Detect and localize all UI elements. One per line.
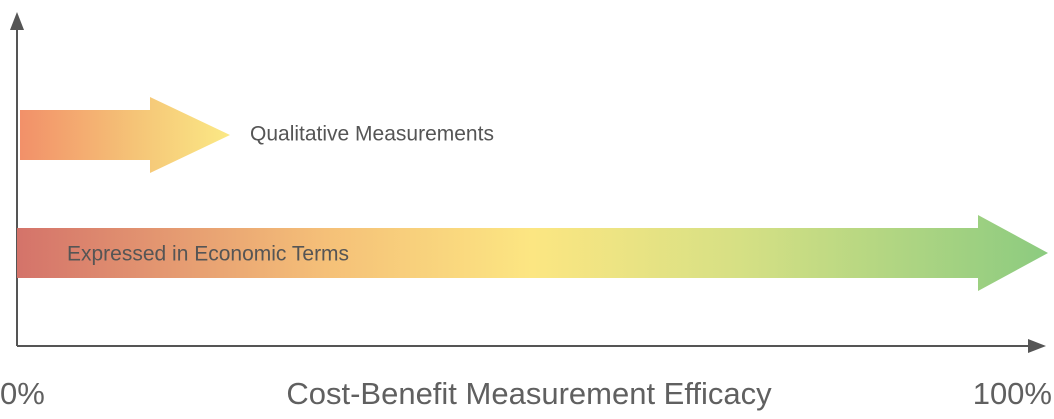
- axis-start-label: 0%: [0, 376, 45, 411]
- y-axis-arrowhead: [10, 12, 24, 30]
- arrow-label: Expressed in Economic Terms: [67, 243, 349, 266]
- arrow: [17, 215, 1048, 291]
- x-axis-arrowhead: [1028, 339, 1046, 353]
- axis-title: Cost-Benefit Measurement Efficacy: [286, 376, 772, 411]
- arrow: [20, 97, 230, 173]
- axis-end-label: 100%: [973, 376, 1052, 411]
- arrow-label: Qualitative Measurements: [250, 123, 494, 146]
